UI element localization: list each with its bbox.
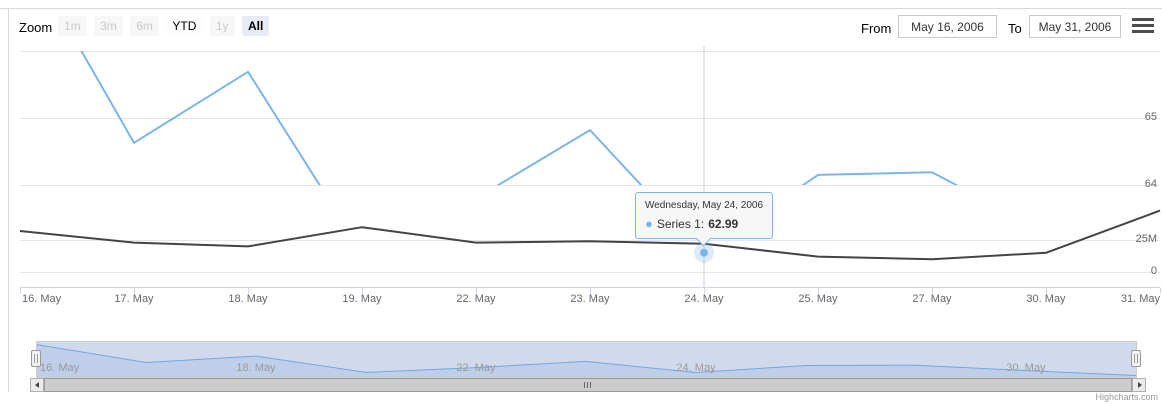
y-axis-label: 65 (1144, 111, 1157, 123)
tooltip-body: ● Series 1: 62.99 (645, 216, 763, 231)
navigator-mask[interactable] (36, 341, 1136, 377)
to-date-input[interactable] (1029, 15, 1121, 38)
navigator-label: 16. May (40, 362, 80, 374)
navigator-label: 22. May (456, 362, 496, 374)
navigator-label: 24. May (676, 362, 716, 374)
navigator-area (36, 344, 1136, 377)
x-axis-label: 27. May (912, 293, 952, 305)
range-button-1y[interactable]: 1y (209, 16, 235, 36)
x-axis-label: 24. May (684, 293, 724, 305)
x-axis-label: 17. May (114, 293, 154, 305)
price-series-line[interactable] (20, 0, 1160, 286)
series-dot-icon: ● (644, 215, 653, 231)
x-axis-label: 30. May (1026, 293, 1066, 305)
x-axis-label: 16. May (22, 293, 62, 305)
highcharts-credits-link[interactable]: Highcharts.com (1095, 392, 1158, 402)
navigator-label: 18. May (236, 362, 276, 374)
y-axis-label: 0 (1150, 265, 1157, 277)
range-button-ytd[interactable]: YTD (166, 16, 203, 36)
range-button-1m[interactable]: 1m (58, 16, 87, 36)
arrow-right-icon[interactable] (1132, 378, 1146, 392)
chart-tooltip: Wednesday, May 24, 2006 ● Series 1: 62.99 (634, 191, 774, 239)
x-axis-label: 22. May (456, 293, 496, 305)
y-axis-label: 64 (1144, 178, 1157, 190)
range-button-3m[interactable]: 3m (94, 16, 123, 36)
x-axis-label: 23. May (570, 293, 610, 305)
tooltip-series-label: Series 1: (656, 216, 705, 231)
x-axis-label: 19. May (342, 293, 382, 305)
to-label: To (1008, 21, 1022, 36)
tooltip-value: 62.99 (708, 216, 739, 231)
hamburger-menu-icon[interactable] (1131, 17, 1155, 36)
volume-series-line[interactable] (19, 209, 1161, 261)
frame-left-border (8, 8, 9, 392)
scrollbar-thumb[interactable] (44, 378, 1132, 392)
range-selector-buttons: 1m 3m 6m YTD 1y All (58, 16, 272, 36)
zoom-label: Zoom (19, 20, 53, 35)
navigator-line (35, 344, 1137, 376)
range-button-6m[interactable]: 6m (130, 16, 159, 36)
scrollbar-track[interactable] (30, 378, 1146, 392)
x-axis-label: 18. May (228, 293, 268, 305)
navigator-handle-left[interactable] (31, 350, 41, 367)
arrow-left-icon[interactable] (30, 378, 44, 392)
from-label: From (861, 21, 892, 36)
tooltip-date: Wednesday, May 24, 2006 (644, 199, 764, 211)
from-date-input[interactable] (898, 15, 997, 38)
x-axis-label: 31. May (1120, 293, 1160, 305)
navigator-label: 30. May (1006, 362, 1046, 374)
y-axis-label: 25M (1135, 233, 1157, 245)
hovered-point-marker[interactable] (700, 248, 708, 257)
grip-bars-icon (584, 382, 591, 388)
range-button-all[interactable]: All (241, 16, 270, 36)
x-axis-label: 25. May (798, 293, 838, 305)
frame-top-border (0, 8, 1162, 9)
navigator-handle-right[interactable] (1131, 350, 1141, 367)
